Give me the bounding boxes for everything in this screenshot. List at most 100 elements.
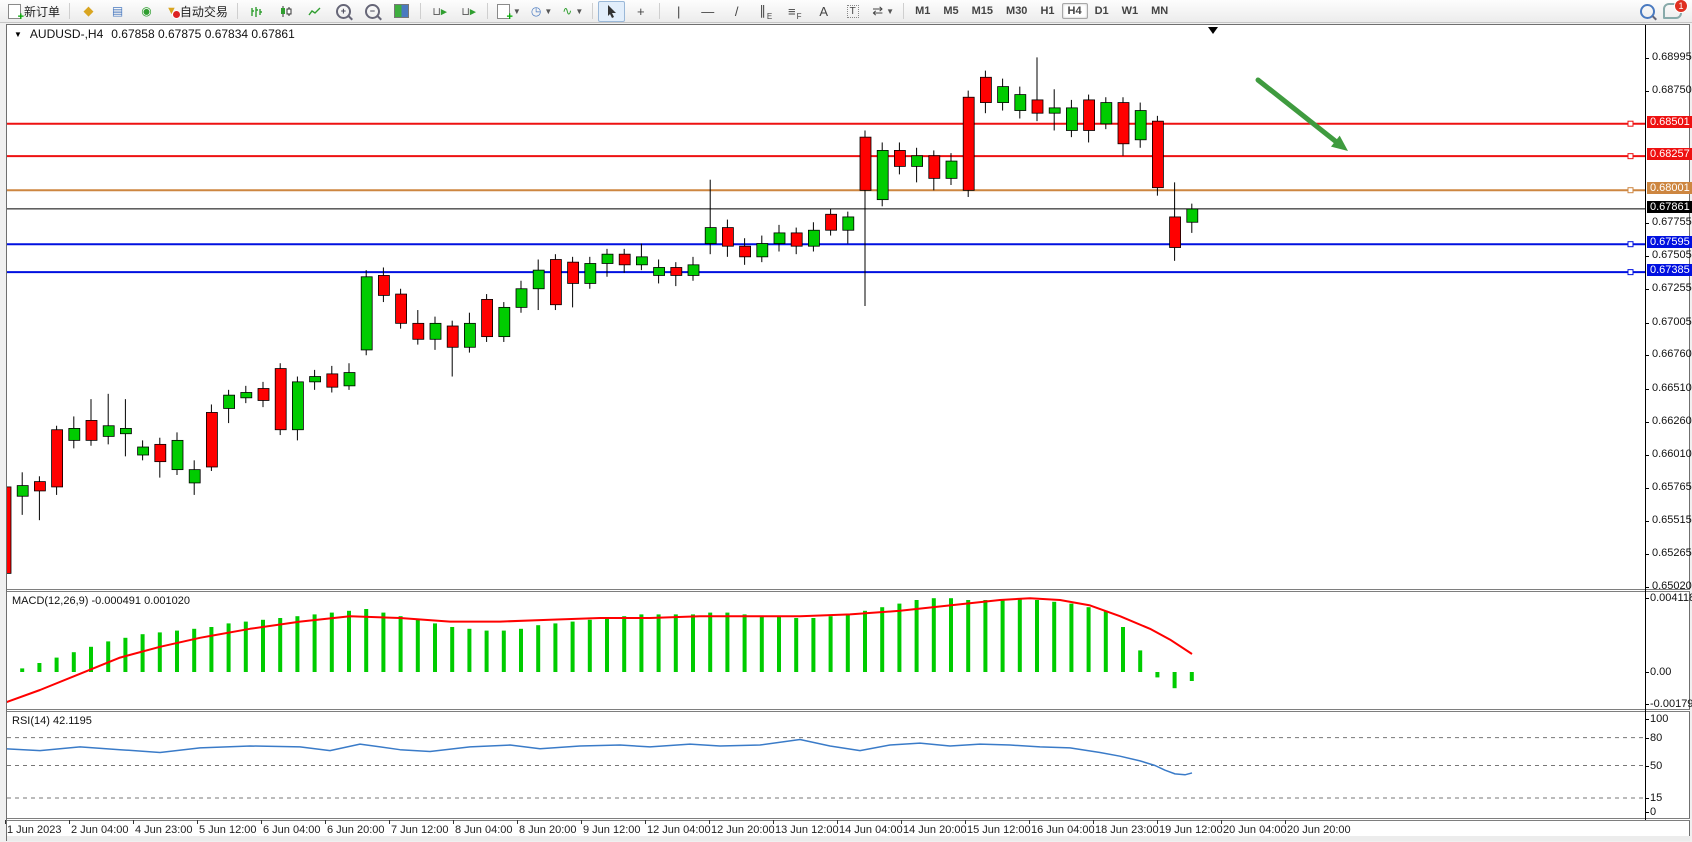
period-dropdown[interactable]: ◷ ▼ bbox=[527, 1, 556, 22]
candlestick-icon bbox=[280, 5, 292, 17]
timeframe-button-m15[interactable]: M15 bbox=[971, 5, 994, 17]
bear-candle bbox=[739, 245, 751, 258]
bull-candle bbox=[68, 428, 81, 441]
auto-arrange-button[interactable]: ⊔▸ bbox=[426, 1, 453, 22]
macd-histogram-bar bbox=[157, 632, 162, 672]
time-tick-label: 16 Jun 04:00 bbox=[1031, 824, 1095, 836]
vertical-line-tool[interactable]: | bbox=[665, 1, 692, 22]
timeframe-button-m5[interactable]: M5 bbox=[943, 5, 959, 17]
bull-candle bbox=[687, 264, 700, 276]
tile-windows-button[interactable] bbox=[388, 1, 415, 22]
label-icon: T bbox=[846, 4, 859, 18]
cursor-tool-button[interactable] bbox=[598, 0, 626, 22]
market-watch-button[interactable]: ◆ bbox=[75, 1, 102, 22]
candlestick-chart-button[interactable] bbox=[272, 1, 299, 22]
time-tick-label: 6 Jun 04:00 bbox=[263, 824, 321, 836]
bull-candle bbox=[120, 428, 132, 435]
timeframe-button-m30[interactable]: M30 bbox=[1006, 5, 1028, 17]
rsi-tick bbox=[1645, 737, 1649, 739]
time-tick-label: 20 Jun 04:00 bbox=[1223, 824, 1287, 836]
price-tick-label: 0.67505 bbox=[1652, 249, 1692, 262]
time-tick-label: 15 Jun 12:00 bbox=[967, 824, 1031, 836]
fibonacci-tool[interactable]: ≡ F bbox=[781, 1, 808, 22]
bull-candle bbox=[756, 243, 769, 258]
macd-histogram-bar bbox=[605, 618, 609, 672]
timeframe-button-d1[interactable]: D1 bbox=[1094, 5, 1109, 17]
time-tick bbox=[1221, 820, 1222, 824]
indicator-template-icon: ∿ bbox=[562, 4, 573, 18]
chevron-down-icon: ▼ bbox=[886, 6, 895, 16]
macd-histogram-bar bbox=[140, 634, 145, 672]
time-tick-label: 13 Jun 12:00 bbox=[775, 824, 839, 836]
macd-histogram-bar bbox=[897, 603, 902, 672]
templates-dropdown[interactable]: ∿ ▼ bbox=[558, 1, 587, 22]
toolbar-right-group: 1 bbox=[1640, 0, 1688, 19]
bull-candle bbox=[1186, 208, 1199, 223]
crosshair-tool-button[interactable]: + bbox=[627, 1, 654, 22]
collapse-triangle-icon[interactable]: ▼ bbox=[14, 29, 22, 39]
chart-shift-marker-icon[interactable] bbox=[1208, 27, 1218, 34]
pane-separator[interactable] bbox=[7, 709, 1690, 712]
chart-ohlc-values: 0.67858 0.67875 0.67834 0.67861 bbox=[111, 27, 295, 41]
pane-separator[interactable] bbox=[7, 818, 1690, 821]
macd-histogram-bar bbox=[192, 628, 197, 672]
macd-histogram-bar bbox=[1086, 607, 1091, 672]
trendline-tool[interactable]: / bbox=[723, 1, 750, 22]
zoom-in-button[interactable]: + bbox=[330, 1, 357, 22]
line-handle[interactable] bbox=[1627, 153, 1634, 160]
macd-histogram-bar bbox=[433, 623, 437, 672]
line-handle[interactable] bbox=[1627, 269, 1634, 276]
bear-candle bbox=[618, 253, 631, 266]
macd-histogram-bar bbox=[89, 646, 93, 672]
price-chart-pane[interactable] bbox=[7, 25, 1692, 592]
time-tick-label: 14 Jun 20:00 bbox=[903, 824, 967, 836]
line-handle[interactable] bbox=[1627, 187, 1634, 194]
price-tick bbox=[1645, 322, 1649, 324]
time-tick bbox=[1029, 820, 1030, 824]
zoom-out-button[interactable]: − bbox=[359, 1, 386, 22]
label-tool[interactable]: T bbox=[839, 1, 866, 22]
chat-icon[interactable]: 1 bbox=[1663, 0, 1688, 19]
clock-icon: ◷ bbox=[530, 4, 542, 18]
time-tick bbox=[709, 820, 710, 824]
time-tick bbox=[965, 820, 966, 824]
bear-candle bbox=[34, 481, 46, 492]
timeframe-button-m1[interactable]: M1 bbox=[915, 5, 931, 17]
bear-candle bbox=[722, 227, 734, 247]
search-icon[interactable] bbox=[1640, 3, 1655, 19]
bear-candle bbox=[412, 322, 425, 340]
macd-histogram-bar bbox=[329, 612, 334, 672]
macd-indicator-pane[interactable] bbox=[7, 592, 1692, 710]
macd-histogram-bar bbox=[880, 607, 885, 672]
arrows-dropdown[interactable]: ⇄ ▼ bbox=[868, 1, 898, 22]
line-chart-button[interactable] bbox=[301, 1, 328, 22]
timeframe-button-h4[interactable]: H4 bbox=[1061, 3, 1088, 19]
line-handle[interactable] bbox=[1627, 120, 1634, 127]
bar-chart-button[interactable] bbox=[243, 1, 270, 22]
macd-histogram-bar bbox=[759, 616, 764, 672]
macd-histogram-bar bbox=[415, 619, 420, 672]
chart-title-bar: ▼ AUDUSD-,H4 0.67858 0.67875 0.67834 0.6… bbox=[14, 27, 295, 41]
chart-shift-button[interactable]: ⊔▸ bbox=[455, 1, 482, 22]
autotrading-button[interactable]: ▼ 自动交易 bbox=[162, 1, 232, 22]
price-tick-label: 0.67255 bbox=[1652, 282, 1692, 295]
channel-tool[interactable]: ∥ E bbox=[752, 1, 779, 22]
timeframe-button-w1[interactable]: W1 bbox=[1121, 5, 1139, 17]
line-handle[interactable] bbox=[1627, 241, 1634, 248]
bear-candle bbox=[962, 96, 975, 191]
text-tool[interactable]: A bbox=[810, 1, 837, 22]
timeframe-button-mn[interactable]: MN bbox=[1151, 5, 1169, 17]
pane-separator[interactable] bbox=[7, 589, 1690, 592]
annotation-arrow-line[interactable] bbox=[1255, 77, 1342, 147]
signals-button[interactable]: ◉ bbox=[133, 1, 160, 22]
timeframe-button-h1[interactable]: H1 bbox=[1040, 5, 1055, 17]
time-tick bbox=[1093, 820, 1094, 824]
macd-tick-label: 0.004118 bbox=[1650, 591, 1692, 604]
macd-histogram-bar bbox=[450, 627, 455, 672]
new-chart-dropdown[interactable]: ▼ bbox=[493, 1, 525, 23]
data-window-button[interactable]: ▤ bbox=[104, 1, 131, 22]
new-order-button[interactable]: 新订单 bbox=[4, 1, 64, 23]
horizontal-line-tool[interactable]: — bbox=[694, 1, 721, 22]
rsi-indicator-pane[interactable] bbox=[7, 712, 1692, 819]
annotation-arrow-head[interactable] bbox=[1331, 135, 1348, 151]
